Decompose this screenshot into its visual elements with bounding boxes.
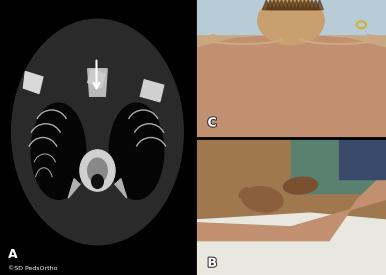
- Text: B: B: [208, 257, 217, 270]
- Polygon shape: [88, 69, 105, 88]
- Ellipse shape: [91, 175, 103, 188]
- Polygon shape: [115, 179, 127, 198]
- Polygon shape: [141, 80, 164, 102]
- Ellipse shape: [109, 103, 164, 199]
- Polygon shape: [281, 0, 289, 10]
- Polygon shape: [196, 172, 386, 241]
- Ellipse shape: [31, 103, 86, 199]
- Polygon shape: [308, 0, 316, 10]
- Ellipse shape: [239, 188, 248, 197]
- Polygon shape: [196, 0, 386, 138]
- Polygon shape: [293, 0, 301, 10]
- Polygon shape: [196, 138, 386, 275]
- Polygon shape: [301, 0, 308, 10]
- Polygon shape: [274, 0, 281, 10]
- Polygon shape: [285, 0, 293, 10]
- Ellipse shape: [284, 177, 318, 194]
- Polygon shape: [24, 72, 43, 94]
- Ellipse shape: [262, 188, 271, 197]
- Polygon shape: [196, 34, 386, 138]
- Polygon shape: [278, 0, 285, 10]
- Ellipse shape: [258, 0, 324, 45]
- Polygon shape: [88, 69, 107, 96]
- Ellipse shape: [12, 19, 183, 245]
- Polygon shape: [339, 138, 386, 179]
- Polygon shape: [196, 0, 386, 34]
- Polygon shape: [266, 0, 274, 10]
- Polygon shape: [196, 213, 386, 275]
- Text: ©SD PedsOrtho: ©SD PedsOrtho: [8, 265, 57, 271]
- Ellipse shape: [242, 187, 283, 212]
- Polygon shape: [291, 138, 386, 192]
- Polygon shape: [304, 0, 312, 10]
- Ellipse shape: [80, 150, 115, 191]
- Polygon shape: [289, 0, 297, 10]
- Polygon shape: [316, 0, 323, 10]
- Polygon shape: [297, 0, 304, 10]
- Ellipse shape: [254, 188, 263, 197]
- Ellipse shape: [247, 188, 256, 197]
- Polygon shape: [312, 0, 320, 10]
- Polygon shape: [262, 0, 270, 10]
- Text: C: C: [208, 117, 217, 130]
- Text: A: A: [8, 249, 17, 262]
- Polygon shape: [270, 0, 278, 10]
- Ellipse shape: [88, 158, 107, 183]
- Polygon shape: [68, 179, 80, 198]
